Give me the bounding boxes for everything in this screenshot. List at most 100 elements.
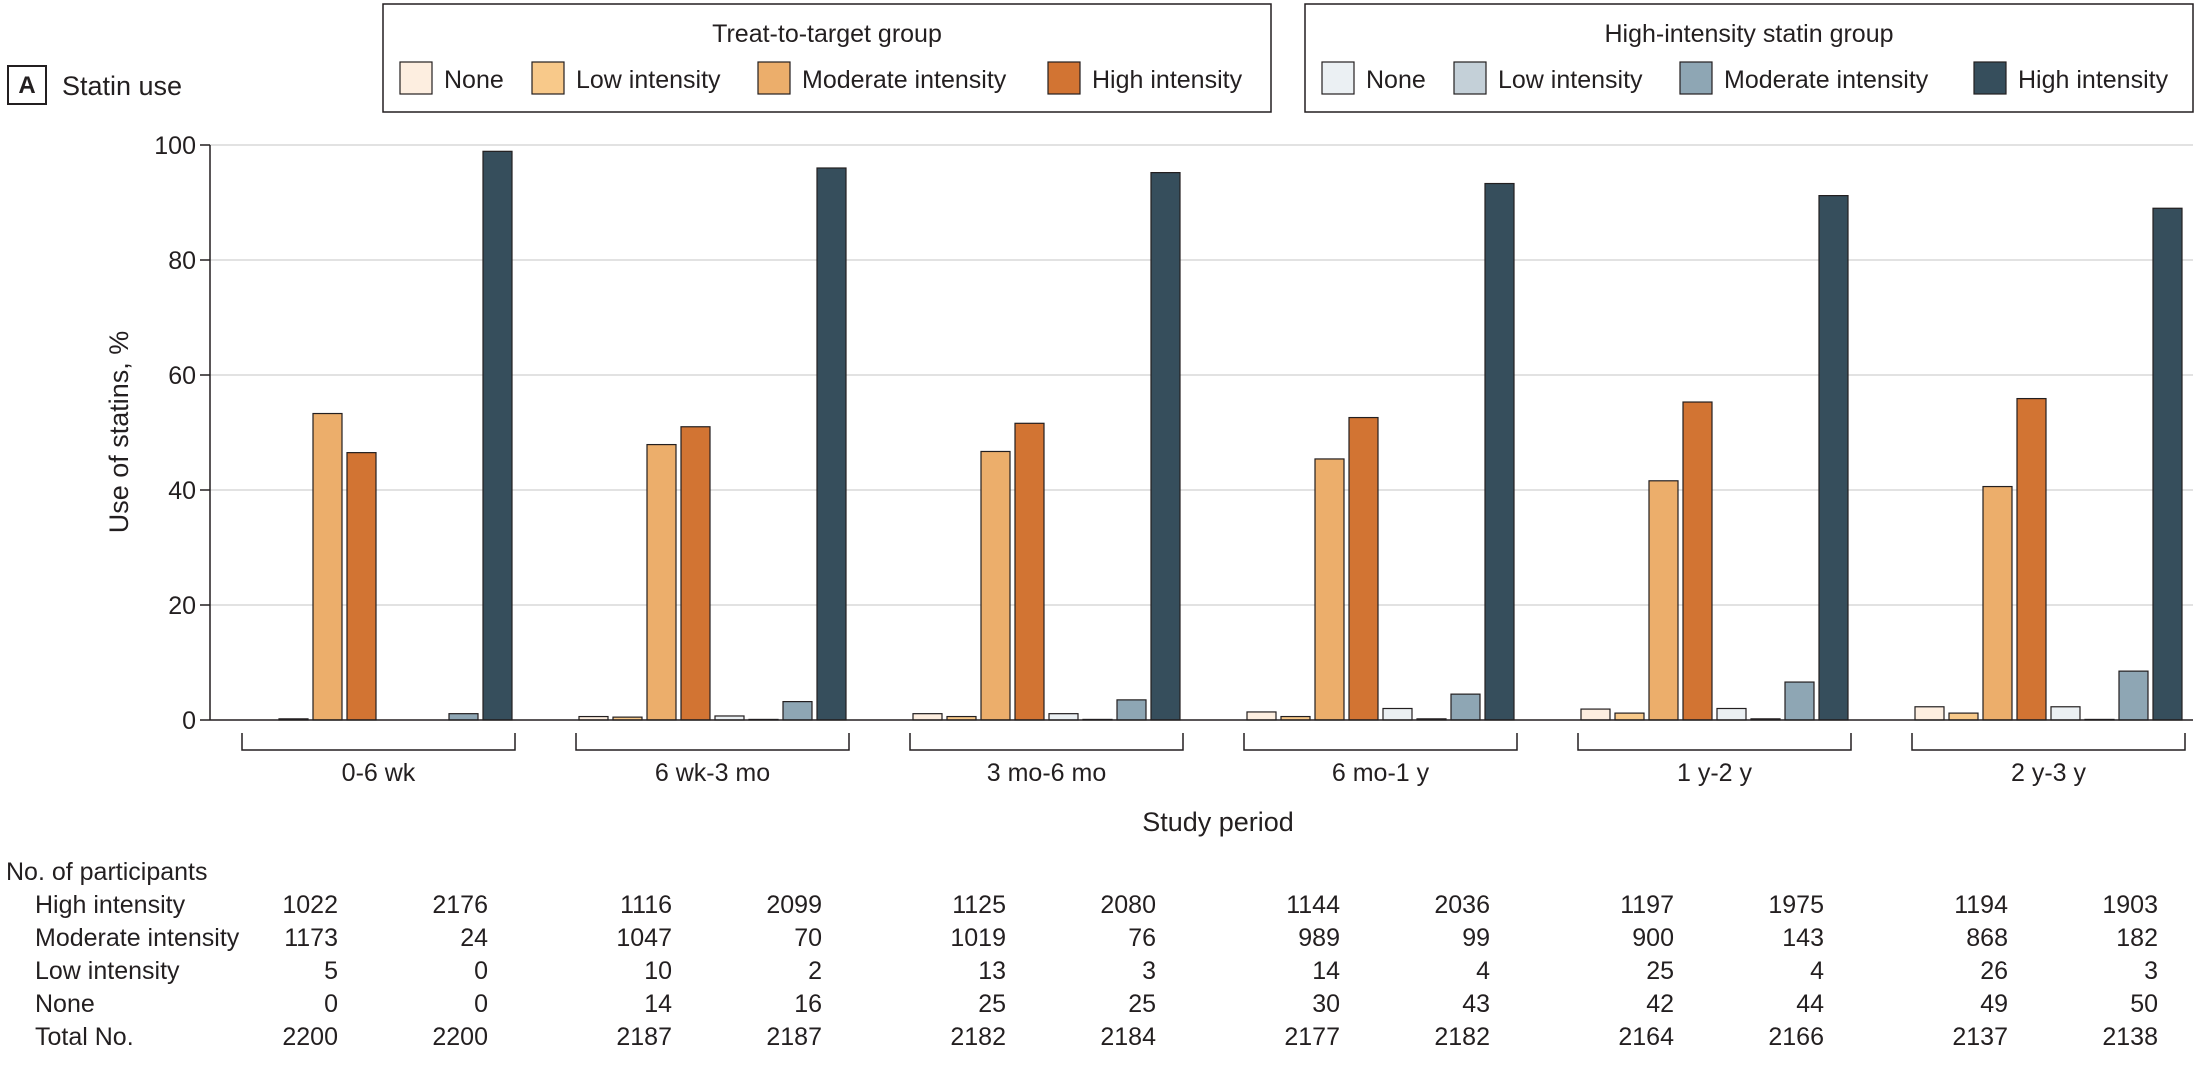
- participants-cell: 2036: [1434, 891, 1490, 919]
- participants-cell: 2080: [1100, 891, 1156, 919]
- legend-swatch: [399, 61, 433, 95]
- participants-cell: 900: [1632, 924, 1674, 952]
- bar: [2118, 670, 2149, 721]
- bar: [816, 167, 847, 721]
- bar: [1450, 693, 1481, 721]
- participants-cell: 2187: [616, 1023, 672, 1051]
- y-tick-label: 40: [168, 477, 196, 505]
- participants-cell: 50: [2130, 990, 2158, 1018]
- participants-cell: 1975: [1768, 891, 1824, 919]
- legend-label: Low intensity: [1498, 66, 1643, 94]
- bar: [448, 713, 479, 721]
- bar: [1246, 711, 1277, 721]
- bar: [1648, 480, 1679, 721]
- legend-swatch: [1047, 61, 1081, 95]
- participants-cell: 1173: [284, 924, 338, 952]
- legend-swatch: [1321, 61, 1355, 95]
- participants-cell: 1125: [952, 891, 1006, 919]
- participants-cell: 3: [1142, 957, 1156, 985]
- legend-swatch: [1453, 61, 1487, 95]
- bar: [1682, 401, 1713, 721]
- legend-treat-to-target: Treat-to-target group None Low intensity M…: [382, 3, 1272, 113]
- participants-cell: 1197: [1620, 891, 1674, 919]
- period-bracket: [1577, 733, 1852, 751]
- participants-cell: 10: [644, 957, 672, 985]
- participants-cell: 76: [1128, 924, 1156, 952]
- participants-cell: 5: [324, 957, 338, 985]
- participants-cell: 43: [1462, 990, 1490, 1018]
- participants-cell: 2187: [766, 1023, 822, 1051]
- bar: [1484, 182, 1515, 721]
- participants-cell: 0: [474, 990, 488, 1018]
- participants-cell: 1144: [1286, 891, 1340, 919]
- period-bracket: [1911, 733, 2186, 751]
- participants-cell: 25: [1128, 990, 1156, 1018]
- bar: [646, 443, 677, 721]
- participants-cell: 14: [1312, 957, 1340, 985]
- bar: [1116, 699, 1147, 721]
- participants-cell: 2138: [2102, 1023, 2158, 1051]
- bar: [912, 713, 943, 721]
- bar: [2050, 706, 2081, 721]
- bar: [1014, 422, 1045, 721]
- bar: [312, 412, 343, 721]
- x-category-label: 3 mo-6 mo: [987, 759, 1106, 787]
- legend-high-intensity: High-intensity statin group None Low inte…: [1304, 3, 2194, 113]
- participants-cell: 24: [460, 924, 488, 952]
- legend-frame: [1304, 3, 2194, 113]
- participants-cell: 2177: [1284, 1023, 1340, 1051]
- bar: [1348, 416, 1379, 721]
- x-axis-label: Study period: [1142, 807, 1294, 837]
- x-category-label: 6 mo-1 y: [1332, 759, 1430, 787]
- bar: [482, 150, 513, 721]
- legend-label: High intensity: [1092, 66, 1243, 94]
- participants-cell: 2200: [432, 1023, 488, 1051]
- bar: [1314, 458, 1345, 721]
- participants-row-label: None: [35, 990, 95, 1018]
- participants-cell: 0: [474, 957, 488, 985]
- legend-title: Treat-to-target group: [712, 20, 942, 48]
- bar: [1382, 707, 1413, 721]
- participants-cell: 2137: [1952, 1023, 2008, 1051]
- y-tick-label: 0: [182, 707, 196, 735]
- legend-label: Low intensity: [576, 66, 721, 94]
- period-brackets: 0-6 wk 6 wk-3 mo 3 mo-6 mo 6 mo-1 y 1 y-2 y 2…: [241, 733, 2186, 787]
- participants-cell: 2166: [1768, 1023, 1824, 1051]
- participants-cell: 2176: [432, 891, 488, 919]
- participants-cell: 182: [2116, 924, 2158, 952]
- participants-cell: 42: [1646, 990, 1674, 1018]
- bar: [1580, 708, 1611, 721]
- y-tick-label: 60: [168, 362, 196, 390]
- bar: [680, 426, 711, 721]
- legend-swatch: [757, 61, 791, 95]
- participants-cell: 2164: [1618, 1023, 1674, 1051]
- y-tick-label: 80: [168, 247, 196, 275]
- participants-cell: 4: [1476, 957, 1490, 985]
- bar: [1150, 172, 1181, 721]
- participants-cell: 1116: [620, 891, 672, 919]
- legend-title: High-intensity statin group: [1604, 20, 1893, 48]
- x-category-label: 2 y-3 y: [2011, 759, 2087, 787]
- period-bracket: [575, 733, 850, 751]
- participants-cell: 2182: [950, 1023, 1006, 1051]
- participants-cell: 16: [794, 990, 822, 1018]
- legend-swatch: [1973, 61, 2007, 95]
- legend-label: None: [444, 66, 504, 94]
- bar: [1948, 712, 1979, 721]
- participants-heading: No. of participants: [6, 858, 208, 886]
- bar: [2152, 207, 2183, 721]
- participants-cell: 0: [324, 990, 338, 1018]
- bar: [1914, 706, 1945, 721]
- legend-label: High intensity: [2018, 66, 2169, 94]
- period-bracket: [909, 733, 1184, 751]
- participants-cell: 2: [808, 957, 822, 985]
- participants-cell: 2200: [282, 1023, 338, 1051]
- participants-cell: 13: [978, 957, 1006, 985]
- bar: [1716, 707, 1747, 721]
- bars: [245, 150, 2183, 721]
- participants-cell: 49: [1980, 990, 2008, 1018]
- y-axis-label: Use of statins, %: [104, 331, 134, 534]
- participants-cell: 14: [644, 990, 672, 1018]
- participants-cell: 2099: [766, 891, 822, 919]
